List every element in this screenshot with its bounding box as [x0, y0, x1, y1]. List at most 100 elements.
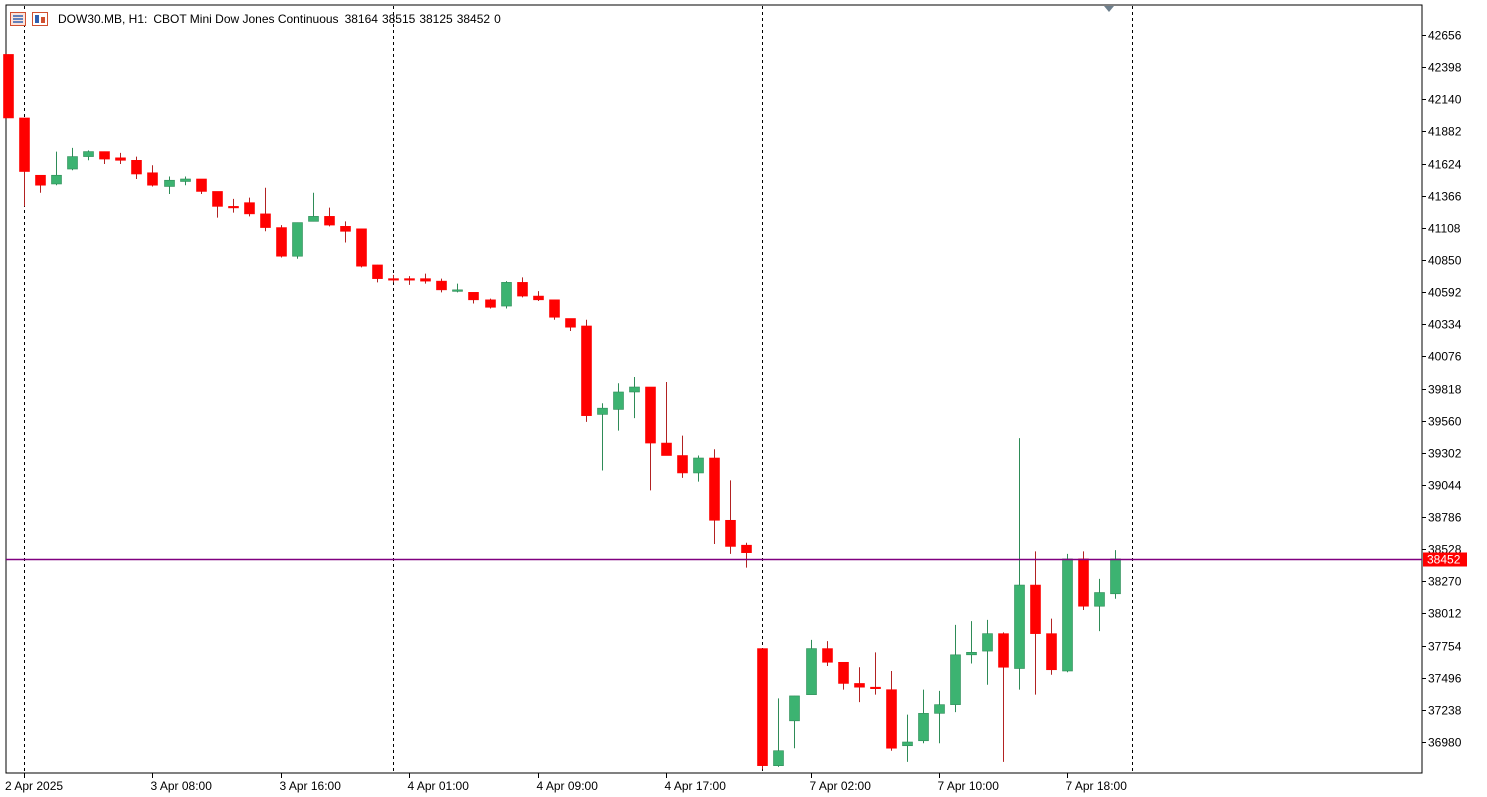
one-click-trading-icon[interactable] [32, 12, 48, 26]
candle-body [196, 178, 207, 192]
price-tick-label: 42398 [1428, 61, 1462, 75]
candle[interactable] [806, 639, 817, 695]
candle[interactable] [533, 291, 544, 302]
candle[interactable] [468, 292, 479, 304]
candle[interactable] [1014, 438, 1025, 690]
candle[interactable] [244, 197, 255, 217]
chart-shift-marker-icon[interactable] [1104, 6, 1114, 12]
time-axis[interactable]: 2 Apr 2025 3 Apr 08:00 3 Apr 16:00 4 Apr 01… [5, 773, 1127, 793]
candle[interactable] [870, 652, 881, 695]
candle[interactable] [3, 54, 14, 119]
candle-body [549, 299, 560, 318]
candle[interactable] [131, 156, 142, 179]
candle[interactable] [308, 192, 319, 222]
time-tick-label: 4 Apr 09:00 [537, 779, 599, 793]
candle[interactable] [982, 619, 993, 685]
candle-body [693, 457, 704, 474]
symbol-label: DOW30.MB, H1: [58, 12, 148, 26]
candle[interactable] [741, 542, 752, 568]
candle-body [51, 174, 62, 185]
price-tick-label: 37238 [1428, 704, 1462, 718]
candle[interactable] [757, 648, 768, 770]
candle[interactable] [709, 449, 720, 544]
candle[interactable] [854, 667, 865, 703]
candle[interactable] [99, 151, 110, 165]
candle[interactable] [164, 176, 175, 194]
candle-body [581, 325, 592, 416]
candle[interactable] [950, 624, 961, 713]
low-value: 38125 [419, 12, 453, 26]
candle[interactable] [581, 319, 592, 422]
price-tick-label: 39818 [1428, 383, 1462, 397]
candle[interactable] [180, 176, 191, 186]
candles[interactable] [3, 54, 1121, 770]
candle[interactable] [356, 228, 367, 268]
candle-body [757, 648, 768, 766]
candle[interactable] [19, 117, 30, 207]
candle[interactable] [324, 207, 335, 227]
candle[interactable] [35, 174, 46, 193]
candle[interactable] [998, 632, 1009, 762]
volume-value: 0 [494, 12, 501, 26]
candle[interactable] [789, 695, 800, 749]
candle[interactable] [677, 435, 688, 478]
candle[interactable] [67, 147, 78, 171]
candle[interactable] [773, 698, 784, 767]
candle[interactable] [452, 283, 463, 293]
candle-body [260, 213, 271, 228]
candle[interactable] [725, 480, 736, 554]
candle[interactable] [693, 455, 704, 482]
candle[interactable] [372, 264, 383, 283]
candle-body [3, 54, 14, 119]
candle[interactable] [517, 277, 528, 298]
price-tick-label: 40076 [1428, 350, 1462, 364]
price-axis[interactable]: 42656 42398 42140 41882 41624 41366 41108 40850… [1422, 29, 1462, 750]
candle[interactable] [613, 383, 624, 431]
candle-body [164, 179, 175, 187]
candle[interactable] [276, 225, 287, 258]
candle[interactable] [83, 150, 94, 161]
candle[interactable] [838, 661, 849, 690]
candle[interactable] [822, 641, 833, 667]
candle[interactable] [886, 671, 897, 751]
candle[interactable] [228, 198, 239, 213]
candle[interactable] [404, 276, 415, 285]
candle[interactable] [549, 299, 560, 320]
time-tick-label: 7 Apr 10:00 [938, 779, 1000, 793]
candle[interactable] [1046, 618, 1057, 675]
candle-body [565, 318, 576, 328]
candle[interactable] [420, 273, 431, 284]
candle[interactable] [260, 187, 271, 232]
candle[interactable] [597, 403, 608, 471]
candle[interactable] [1094, 578, 1105, 632]
candle[interactable] [51, 151, 62, 186]
candle[interactable] [292, 222, 303, 259]
high-value: 38515 [381, 12, 416, 26]
candle[interactable] [966, 621, 977, 664]
candle[interactable] [388, 274, 399, 283]
candle[interactable] [147, 165, 158, 187]
candle[interactable] [629, 377, 640, 419]
current-price-label: 38452 [1423, 552, 1467, 567]
candle-body [934, 704, 945, 714]
candle[interactable] [565, 318, 576, 331]
candle[interactable] [661, 382, 672, 456]
candle[interactable] [115, 152, 126, 165]
candle[interactable] [918, 689, 929, 744]
candle[interactable] [212, 191, 223, 218]
candle[interactable] [1062, 553, 1073, 673]
candle[interactable] [501, 281, 512, 309]
order-list-icon[interactable] [10, 12, 26, 26]
candle-body [468, 292, 479, 301]
candle[interactable] [436, 278, 447, 293]
candle[interactable] [340, 221, 351, 243]
candle[interactable] [1030, 551, 1041, 695]
candle[interactable] [934, 690, 945, 744]
candle[interactable] [902, 714, 913, 762]
candle[interactable] [485, 298, 496, 309]
candle[interactable] [645, 386, 656, 491]
candle-body [773, 750, 784, 766]
candle[interactable] [196, 178, 207, 194]
